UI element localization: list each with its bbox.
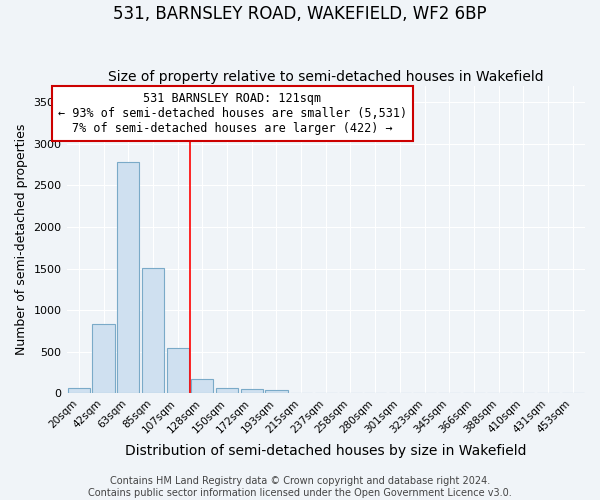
Y-axis label: Number of semi-detached properties: Number of semi-detached properties [15, 124, 28, 355]
X-axis label: Distribution of semi-detached houses by size in Wakefield: Distribution of semi-detached houses by … [125, 444, 527, 458]
Bar [92, 324, 115, 394]
Bar [117, 162, 139, 394]
Bar [241, 390, 263, 394]
Bar [167, 348, 189, 394]
Text: Contains HM Land Registry data © Crown copyright and database right 2024.
Contai: Contains HM Land Registry data © Crown c… [88, 476, 512, 498]
Bar [68, 388, 90, 394]
Bar [265, 390, 287, 394]
Bar [191, 379, 214, 394]
Text: 531 BARNSLEY ROAD: 121sqm
← 93% of semi-detached houses are smaller (5,531)
7% o: 531 BARNSLEY ROAD: 121sqm ← 93% of semi-… [58, 92, 407, 135]
Title: Size of property relative to semi-detached houses in Wakefield: Size of property relative to semi-detach… [108, 70, 544, 85]
Bar [142, 268, 164, 394]
Bar [216, 388, 238, 394]
Text: 531, BARNSLEY ROAD, WAKEFIELD, WF2 6BP: 531, BARNSLEY ROAD, WAKEFIELD, WF2 6BP [113, 5, 487, 23]
